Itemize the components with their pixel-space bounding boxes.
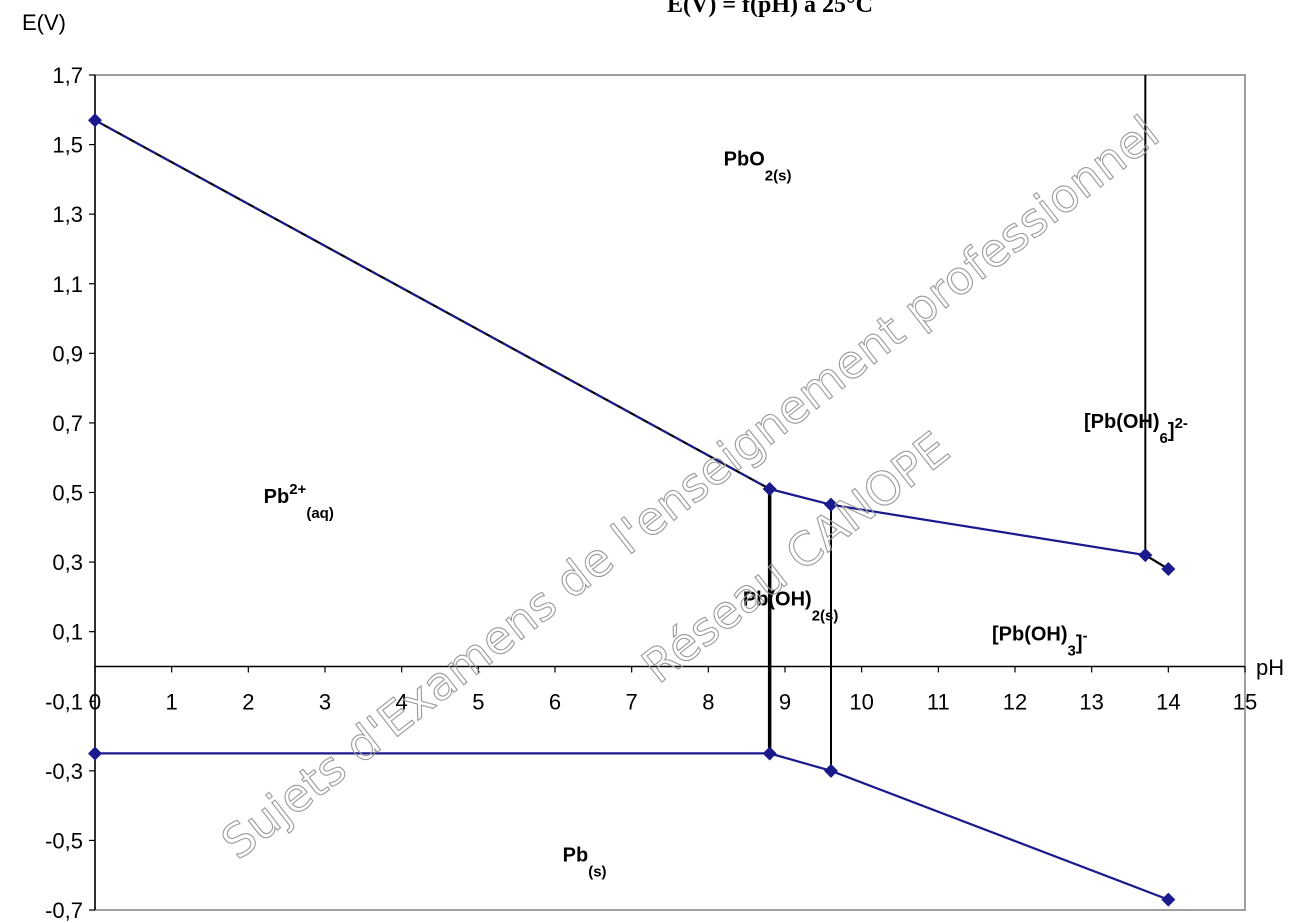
y-tick-label: -0,3: [45, 759, 83, 784]
region-label-tailsup: 2-: [1175, 415, 1188, 432]
x-tick-label: 15: [1233, 689, 1257, 714]
region-label-tail: ]: [1076, 632, 1083, 654]
region-labels: PbO2(s)Pb2+(aq)Pb(OH)2(s)[Pb(OH)3]-[Pb(O…: [264, 148, 1188, 880]
region-label: [Pb(OH)3]-: [992, 623, 1088, 659]
region-label: Pb(s): [563, 844, 607, 880]
x-tick-label: 5: [472, 689, 484, 714]
chart-title: E(V) = f(pH) à 25°C: [667, 0, 873, 18]
region-label-tail: ]: [1168, 420, 1175, 442]
x-tick-labels: 0 1 2 3 4 5 6 7 8 9 10 11 12 13 14 15: [89, 689, 1257, 714]
data-point: [824, 497, 838, 512]
region-label: PbO2(s): [724, 148, 792, 184]
y-tick-labels: 1,7 1,5 1,3 1,1 0,9 0,7 0,5 0,3 0,1 -0,1 -0,3 -0,5 -…: [45, 63, 83, 923]
region-label-base: [Pb(OH): [992, 623, 1068, 645]
region-label-base: PbO: [724, 148, 765, 170]
region-label-base: Pb(OH): [743, 589, 812, 611]
region-label-tailsup: -: [1083, 627, 1088, 644]
x-tick-label: 2: [242, 689, 254, 714]
x-tick-label: 9: [779, 689, 791, 714]
region-label: Pb(OH)2(s): [743, 589, 839, 625]
y-tick-label: 0,9: [52, 341, 83, 366]
data-point: [1161, 892, 1176, 907]
watermark: Sujets d'Examens de l'enseignement profe…: [211, 105, 1170, 871]
region-label-base: Pb: [264, 486, 290, 508]
x-tick-label: 6: [549, 689, 561, 714]
watermark-line-1: Sujets d'Examens de l'enseignement profe…: [211, 105, 1168, 870]
data-point: [762, 482, 777, 497]
data-point: [762, 746, 777, 761]
x-tick-label: 11: [927, 689, 950, 714]
region-label-base: [Pb(OH): [1084, 411, 1160, 433]
x-tick-label: 0: [89, 689, 101, 714]
y-tick-label: 1,3: [52, 202, 83, 227]
y-tick-label: 0,3: [52, 550, 83, 575]
x-tick-label: 1: [166, 689, 178, 714]
series-lines: [94, 119, 1169, 901]
region-label-sub: 2(s): [812, 608, 839, 625]
data-point: [1161, 562, 1176, 577]
region-label: Pb2+(aq): [264, 481, 334, 522]
y-tick-label: 0,1: [52, 620, 83, 645]
series-line: [95, 752, 1169, 901]
region-label-sub: 6: [1160, 430, 1168, 447]
region-label-sub: (aq): [306, 505, 334, 522]
region-label-sub: (s): [588, 863, 606, 880]
x-tick-label: 10: [849, 689, 873, 714]
data-point: [1138, 548, 1153, 563]
x-tick-label: 12: [1003, 689, 1027, 714]
region-label-sup: 2+: [289, 481, 306, 498]
region-label-sub: 2(s): [765, 167, 792, 184]
x-tick-label: 14: [1156, 689, 1180, 714]
y-axis-label: E(V): [22, 10, 66, 35]
data-point: [88, 746, 102, 761]
boundary-lines: [767, 75, 1147, 771]
x-tick-label: 7: [626, 689, 638, 714]
data-markers: [88, 113, 1176, 907]
y-tick-label: -0,1: [45, 689, 83, 714]
data-point: [88, 113, 102, 128]
region-label-base: Pb: [563, 844, 589, 866]
series-line: [94, 119, 771, 490]
x-axis-label: pH: [1256, 655, 1284, 680]
y-tick-label: 1,5: [52, 133, 83, 158]
y-tick-label: 0,7: [52, 411, 83, 436]
y-tick-label: -0,7: [45, 898, 83, 923]
y-tick-label: 1,1: [52, 272, 83, 297]
x-tick-label: 4: [396, 689, 408, 714]
x-tick-label: 3: [319, 689, 331, 714]
region-label: [Pb(OH)6]2-: [1084, 411, 1188, 447]
plot-frame: [89, 74, 1246, 911]
y-tick-label: 0,5: [52, 481, 83, 506]
region-label-sub: 3: [1068, 642, 1076, 659]
y-tick-label: 1,7: [52, 63, 83, 88]
data-point: [824, 763, 838, 778]
x-tick-label: 8: [702, 689, 714, 714]
y-tick-label: -0,5: [45, 828, 83, 853]
x-tick-label: 13: [1079, 689, 1103, 714]
